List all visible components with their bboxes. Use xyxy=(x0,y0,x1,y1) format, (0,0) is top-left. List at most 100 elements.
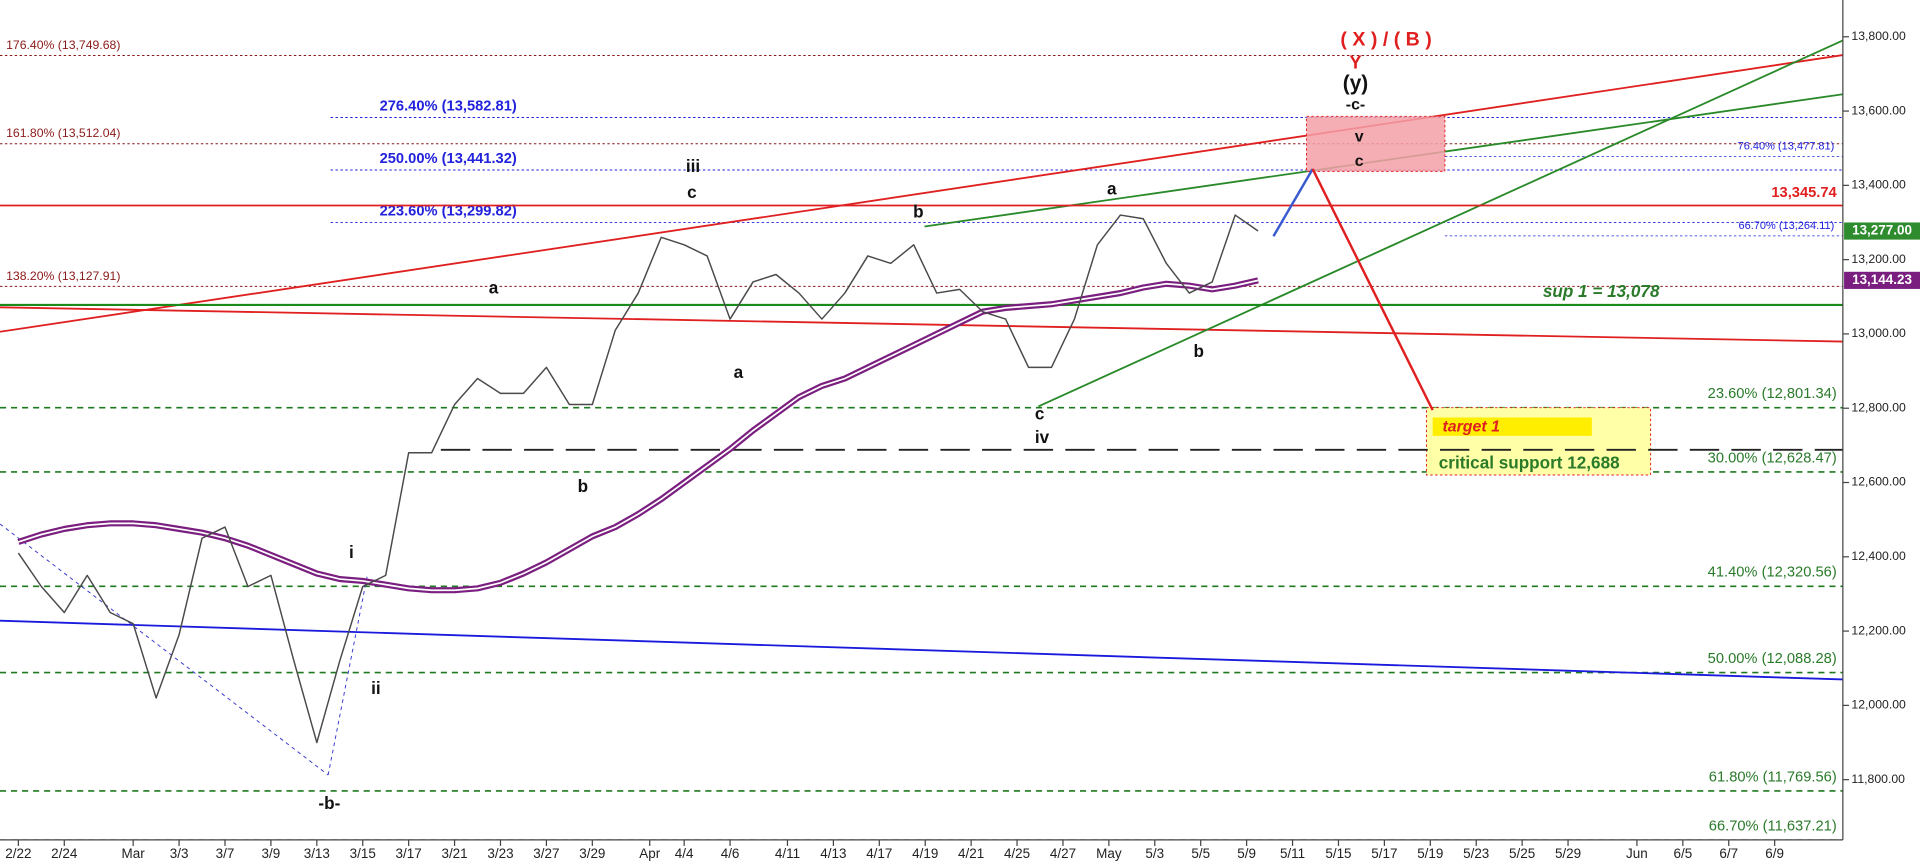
x-tick-label: 4/4 xyxy=(675,846,694,861)
wave-label: c xyxy=(1035,404,1045,424)
level-label: 138.20% (13,127.91) xyxy=(6,269,120,283)
price-box-label: 13,144.23 xyxy=(1852,272,1912,287)
level-label: 223.60% (13,299.82) xyxy=(380,203,517,219)
x-tick-label: 3/7 xyxy=(216,846,235,861)
wave-label: b xyxy=(1194,341,1204,361)
x-tick-label: 3/15 xyxy=(350,846,376,861)
level-label: 30.00% (12,628.47) xyxy=(1708,450,1837,466)
level-label: 276.40% (13,582.81) xyxy=(380,98,517,114)
price-box xyxy=(1844,222,1920,240)
wave-label: c xyxy=(1355,153,1364,170)
level-label: 61.80% (11,769.56) xyxy=(1709,769,1837,785)
level-label: 250.00% (13,441.32) xyxy=(380,151,517,167)
y-tick-label: 12,800.00 xyxy=(1851,400,1906,414)
x-tick-label: 3/29 xyxy=(579,846,605,861)
level-label: 176.40% (13,749.68) xyxy=(6,38,120,52)
trend-line xyxy=(0,306,1843,343)
x-tick-label: 2/24 xyxy=(51,846,78,861)
y-tick-label: 12,600.00 xyxy=(1851,475,1906,489)
wave-label: b xyxy=(913,202,923,222)
y-tick-label: 12,200.00 xyxy=(1851,623,1906,637)
price-box-label: 13,277.00 xyxy=(1852,223,1912,238)
resistance-label: 13,345.74 xyxy=(1771,185,1837,201)
wave-label: a xyxy=(1107,178,1117,198)
x-tick-label: 5/17 xyxy=(1371,846,1397,861)
x-tick-label: 4/11 xyxy=(775,846,800,861)
x-tick-label: 4/21 xyxy=(958,846,984,861)
x-tick-label: 5/29 xyxy=(1555,846,1581,861)
x-tick-label: 4/13 xyxy=(820,846,846,861)
support-label: sup 1 = 13,078 xyxy=(1543,281,1660,301)
projection-down xyxy=(1311,168,1434,411)
x-tick-label: 3/3 xyxy=(170,846,189,861)
x-tick-label: 4/27 xyxy=(1050,846,1076,861)
target-tag xyxy=(1432,417,1592,436)
wave-label: iv xyxy=(1035,427,1050,447)
y-tick-label: 12,000.00 xyxy=(1851,698,1906,712)
x-tick-label: 3/13 xyxy=(304,846,330,861)
wave-label: -c- xyxy=(1346,96,1365,113)
moving-average-inner xyxy=(18,279,1259,592)
wave-label: a xyxy=(489,277,499,297)
x-tick-label: 5/9 xyxy=(1237,846,1256,861)
x-tick-label: May xyxy=(1096,846,1122,861)
x-tick-label: 5/15 xyxy=(1325,846,1351,861)
price-line xyxy=(17,214,1259,744)
x-tick-label: 2/22 xyxy=(5,846,31,861)
y-tick-label: 13,200.00 xyxy=(1851,252,1906,266)
level-label: 66.70% (13,264.11) xyxy=(1738,220,1834,232)
x-tick-label: 4/6 xyxy=(721,846,740,861)
price-box xyxy=(1844,271,1920,289)
trend-line xyxy=(0,619,1843,681)
level-label: 50.00% (12,088.28) xyxy=(1708,651,1837,667)
wave-label: ii xyxy=(371,678,381,698)
y-tick-label: 11,800.00 xyxy=(1851,772,1905,786)
projection-up xyxy=(1272,168,1314,237)
x-tick-label: 4/25 xyxy=(1004,846,1030,861)
wave-label: Y xyxy=(1349,52,1361,73)
wave-label: b xyxy=(578,476,588,496)
x-tick-label: 5/25 xyxy=(1509,846,1535,861)
critical-support-label: critical support 12,688 xyxy=(1439,453,1620,473)
wave-label: iii xyxy=(686,156,700,176)
wave-label: (y) xyxy=(1343,72,1368,95)
x-tick-label: 5/5 xyxy=(1191,846,1210,861)
level-label: 161.80% (13,512.04) xyxy=(6,126,120,140)
y-tick-label: 13,800.00 xyxy=(1851,29,1906,43)
trend-line xyxy=(327,575,368,776)
x-tick-label: 3/21 xyxy=(441,846,467,861)
x-tick-label: 5/11 xyxy=(1280,846,1305,861)
wave-label: a xyxy=(734,362,744,382)
plot-area: 176.40% (13,749.68) 161.80% (13,512.04) 13… xyxy=(0,29,1843,840)
x-tick-label: 4/17 xyxy=(866,846,892,861)
y-tick-label: 13,000.00 xyxy=(1851,326,1906,340)
wave-label: i xyxy=(349,542,354,562)
x-tick-label: 5/3 xyxy=(1145,846,1164,861)
level-label: 23.60% (12,801.34) xyxy=(1708,386,1837,402)
wave-label: -b- xyxy=(318,793,340,813)
trend-line xyxy=(0,523,329,776)
x-tick-label: 5/23 xyxy=(1463,846,1489,861)
x-tick-label: 6/7 xyxy=(1719,846,1738,861)
x-tick-label: Jun xyxy=(1626,846,1648,861)
x-tick-label: Mar xyxy=(122,846,146,861)
level-label: 66.70% (11,637.21) xyxy=(1709,819,1837,835)
trend-line xyxy=(1037,39,1843,408)
y-tick-label: 12,400.00 xyxy=(1851,549,1906,563)
y-tick-label: 13,400.00 xyxy=(1851,178,1906,192)
x-tick-label: 3/23 xyxy=(487,846,513,861)
level-label: 76.40% (13,477.81) xyxy=(1738,141,1835,153)
x-tick-label: 6/5 xyxy=(1673,846,1692,861)
target-zone xyxy=(1306,115,1446,172)
x-tick-label: 3/9 xyxy=(262,846,281,861)
x-tick-label: 3/27 xyxy=(533,846,559,861)
trend-line xyxy=(0,54,1843,333)
x-tick-label: 3/17 xyxy=(396,846,422,861)
level-label: 41.40% (12,320.56) xyxy=(1708,565,1837,581)
x-tick-label: Apr xyxy=(639,846,660,861)
x-tick-label: 4/19 xyxy=(912,846,938,861)
x-tick-label: 5/19 xyxy=(1417,846,1443,861)
target-label: target 1 xyxy=(1442,418,1499,435)
